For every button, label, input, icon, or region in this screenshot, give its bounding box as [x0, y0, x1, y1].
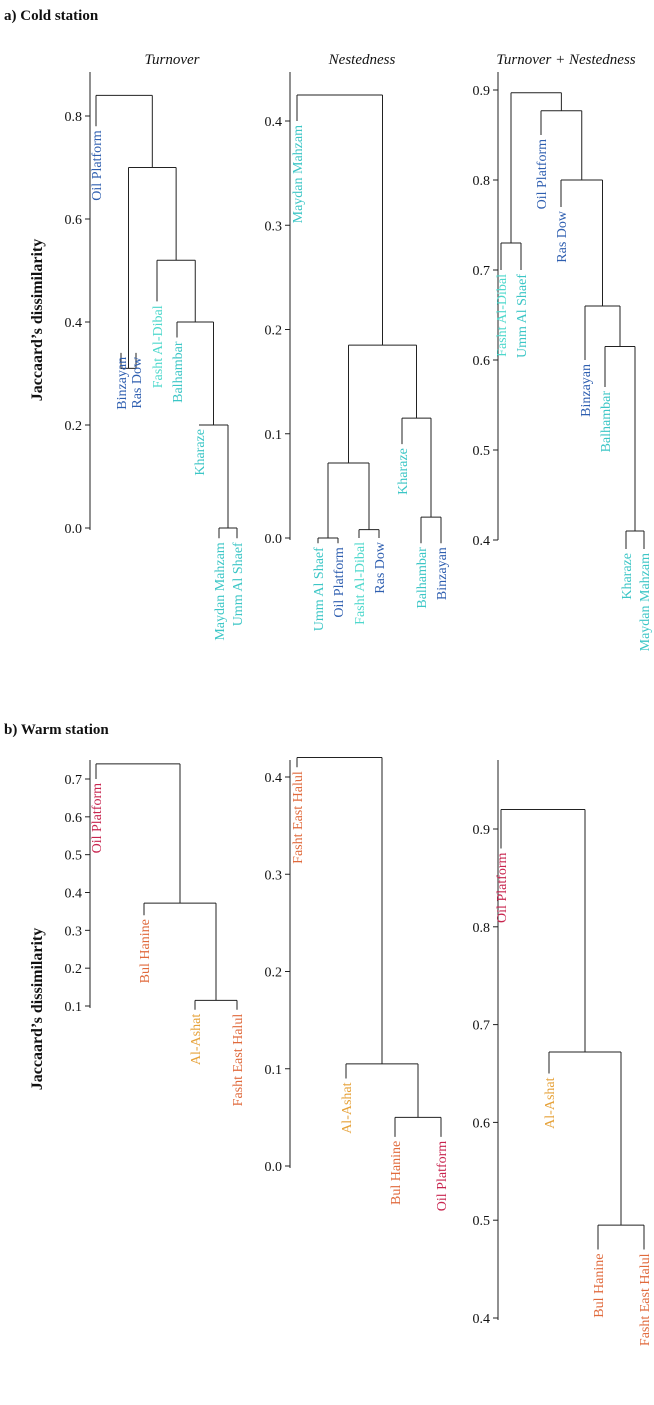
y-tick-label: 0.8	[473, 174, 491, 189]
leaf-label: Umm Al Shaef	[312, 547, 327, 631]
section-a-label: a) Cold station	[4, 8, 99, 24]
leaf-label: Oil Platform	[535, 139, 550, 209]
y-tick-label: 0.7	[473, 1019, 491, 1034]
leaf-label: Oil Platform	[90, 130, 105, 200]
leaf-label: Bul Hanine	[138, 919, 153, 983]
y-tick-label: 0.0	[265, 1160, 283, 1175]
leaf-label: Fasht East Halul	[291, 771, 306, 864]
y-tick-label: 0.4	[265, 115, 283, 130]
dendrogram-cold-total: Turnover + Nestedness 0.4 0.5 0.6 0.7 0.8 0.9 F…	[473, 52, 654, 651]
y-tick-label: 0.0	[65, 522, 83, 537]
leaf-label: Umm Al Shaef	[231, 542, 246, 626]
y-tick-label: 0.4	[473, 534, 491, 549]
leaf-label: Oil Platform	[495, 852, 510, 922]
y-tick-label: 0.3	[265, 219, 283, 234]
leaf-label: Oil Platform	[90, 783, 105, 853]
y-tick-label: 0.2	[65, 962, 83, 977]
y-tick-label: 0.1	[265, 428, 283, 443]
dendrogram-warm-nestedness: 0.0 0.1 0.2 0.3 0.4 Fasht East Halul Al-Ashat B…	[265, 757, 450, 1211]
y-tick-label: 0.7	[65, 773, 83, 788]
y-tick-label: 0.4	[473, 1312, 491, 1327]
leaf-label: Fasht Al-Dibal	[495, 274, 510, 357]
dendrogram-cold-turnover: Turnover 0.0 0.2 0.4 0.6 0.8 Oil Platform Binza…	[65, 52, 247, 641]
leaf-label: Fasht East Halul	[638, 1253, 653, 1346]
leaf-label: Al-Ashat	[543, 1077, 558, 1128]
y-tick-label: 0.9	[473, 84, 491, 99]
leaf-label: Fasht Al-Dibal	[353, 542, 368, 625]
y-tick-label: 0.5	[65, 849, 83, 864]
leaf-label: Kharaze	[620, 553, 635, 600]
y-tick-label: 0.7	[473, 264, 491, 279]
y-tick-label: 0.5	[473, 444, 491, 459]
leaf-label: Maydan Mahzam	[638, 553, 653, 651]
leaf-label: Al-Ashat	[340, 1082, 355, 1133]
leaf-label: Binzayan	[579, 364, 594, 417]
y-tick-label: 0.2	[265, 324, 283, 339]
y-tick-label: 0.1	[65, 1000, 83, 1015]
leaf-label: Ras Dow	[373, 541, 388, 594]
dendrogram-warm-turnover: 0.1 0.2 0.3 0.4 0.5 0.6 0.7 Oil Platform Bul Han…	[65, 760, 246, 1107]
leaf-label: Binzayan	[115, 357, 130, 410]
y-tick-label: 0.8	[65, 110, 83, 125]
y-tick-label: 0.1	[265, 1063, 283, 1078]
y-tick-label: 0.8	[473, 921, 491, 936]
leaf-label: Binzayan	[435, 547, 450, 600]
leaf-label: Umm Al Shaef	[515, 274, 530, 358]
y-tick-label: 0.2	[265, 966, 283, 981]
leaf-label: Oil Platform	[332, 547, 347, 617]
leaf-label: Ras Dow	[555, 210, 570, 263]
panel-title: Turnover + Nestedness	[496, 52, 635, 68]
leaf-label: Maydan Mahzam	[213, 542, 228, 640]
leaf-label: Fasht Al-Dibal	[151, 305, 166, 388]
y-tick-label: 0.3	[265, 868, 283, 883]
y-tick-label: 0.6	[473, 1116, 491, 1131]
leaf-label: Bul Hanine	[592, 1254, 607, 1318]
leaf-label: Maydan Mahzam	[291, 125, 306, 223]
panel-title: Nestedness	[328, 52, 396, 68]
y-tick-label: 0.6	[473, 354, 491, 369]
y-tick-label: 0.6	[65, 811, 83, 826]
y-tick-label: 0.5	[473, 1214, 491, 1229]
leaf-label: Balhambar	[171, 341, 186, 403]
leaf-label: Balhambar	[599, 391, 614, 453]
leaf-label: Al-Ashat	[189, 1014, 204, 1065]
dendrogram-cold-nestedness: Nestedness 0.0 0.1 0.2 0.3 0.4 Maydan Mahzam Um…	[265, 52, 451, 631]
y-tick-label: 0.4	[65, 887, 83, 902]
dendrogram-warm-total: 0.4 0.5 0.6 0.7 0.8 0.9 Oil Platform Al-Ashat Bu…	[473, 760, 653, 1346]
leaf-label: Bul Hanine	[389, 1141, 404, 1205]
section-b-label: b) Warm station	[4, 722, 109, 738]
y-tick-label: 0.9	[473, 823, 491, 838]
y-tick-label: 0.2	[65, 419, 83, 434]
leaf-label: Oil Platform	[435, 1141, 450, 1211]
y-tick-label: 0.0	[265, 532, 283, 547]
leaf-label: Kharaze	[193, 429, 208, 476]
y-tick-label: 0.6	[65, 213, 83, 228]
y-tick-label: 0.4	[65, 316, 83, 331]
leaf-label: Ras Dow	[130, 356, 145, 409]
leaf-label: Kharaze	[396, 448, 411, 495]
y-tick-label: 0.4	[265, 771, 283, 786]
leaf-label: Fasht East Halul	[231, 1014, 246, 1107]
panel-title: Turnover	[144, 52, 199, 68]
y-tick-label: 0.3	[65, 924, 83, 939]
leaf-label: Balhambar	[415, 547, 430, 609]
